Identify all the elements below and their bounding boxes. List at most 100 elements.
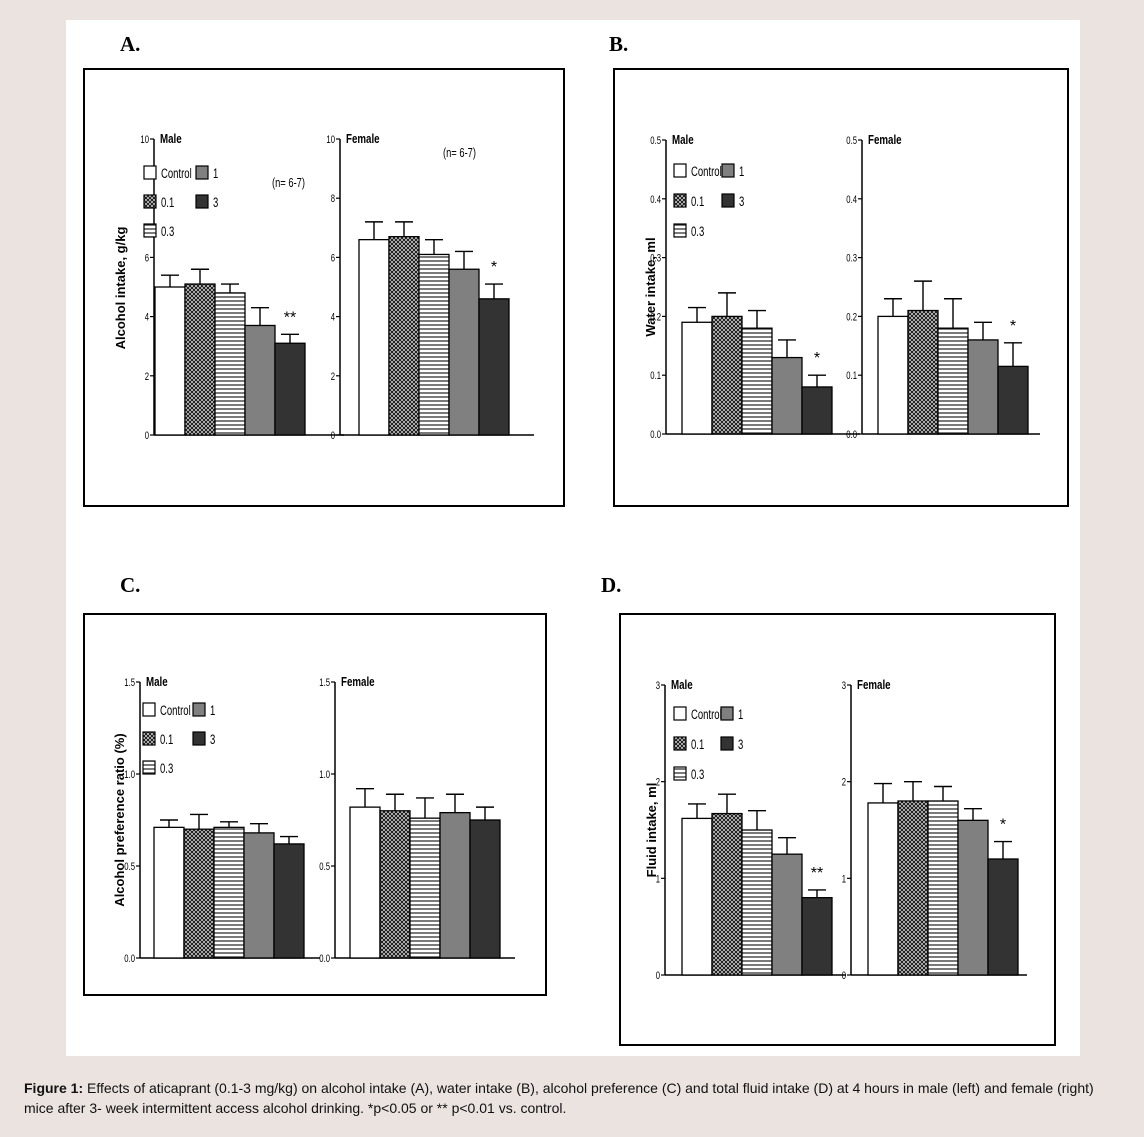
panel-a-legend-swatch-3 [195, 194, 209, 209]
panel-a-n-annotation: (n= 6-7) [443, 147, 476, 161]
panel-b-male-group-title: Male [672, 134, 694, 148]
panel-c-male-group-title: Male [146, 676, 168, 690]
panel-d-female-bar-control [867, 802, 899, 976]
panel-c-male-y-tick-label: 1.0 [124, 769, 135, 782]
panel-c-female-y-tick-label: 1.0 [319, 769, 330, 782]
panel-c-legend-label: Control [160, 702, 191, 718]
panel-b-male-y-tick-label: 0.1 [650, 370, 661, 383]
panel-b-legend-label: 1 [739, 163, 745, 179]
panel-d-female-significance-mark: * [1000, 817, 1006, 834]
panel-b-male-bar-1 [771, 356, 803, 435]
panel-label-a: A. [120, 32, 141, 56]
panel-d-female-y-tick-label: 3 [842, 680, 846, 693]
panel-a-male-bar-1 [244, 324, 276, 436]
panel-label-c: C. [120, 573, 141, 597]
panel-a-male-bar-0_1 [184, 283, 216, 436]
panel-a-male-y-tick-label: 4 [145, 311, 149, 324]
panel-a-male-bar-control [154, 286, 186, 436]
panel-a-female-y-tick-label: 0 [331, 430, 335, 443]
panel-b-legend-swatch-0_1 [673, 193, 687, 208]
panel-b-male-bar-0_3 [741, 327, 773, 435]
panel-c-male-bar-1 [243, 832, 275, 959]
panel-a-female-y-tick-label: 8 [331, 193, 335, 206]
panel-d-female-y-tick-label: 2 [842, 776, 846, 789]
panel-a-male-significance-mark: ** [284, 309, 296, 326]
panel-c-male-bar-control [153, 826, 185, 959]
panel-a-legend-swatch-0_3 [143, 223, 157, 238]
panel-b-legend-label: 3 [739, 193, 745, 209]
panel-a-legend-swatch-0_1 [143, 194, 157, 209]
panel-d-male-bar-0_1 [711, 812, 743, 976]
panel-d-male-significance-mark: ** [811, 865, 823, 882]
panel-d-legend-swatch-3 [720, 736, 734, 751]
panel-b-female-bar-0_3 [937, 327, 969, 435]
panel-c-female-y-tick-label: 0.0 [319, 953, 330, 966]
panel-b-female-y-tick-label: 0.1 [846, 370, 857, 383]
panel-b-legend-label: Control [691, 163, 722, 179]
panel-b-male-y-tick-label: 0.3 [650, 252, 661, 265]
panel-a-female-y-tick-label: 4 [331, 311, 335, 324]
panel-b-male-y-tick-label: 0.0 [650, 429, 661, 442]
panel-c-female-y-tick-label: 1.5 [319, 677, 330, 690]
panel-label-b: B. [609, 32, 629, 56]
panel-b-female-bar-0_1 [907, 309, 939, 435]
panel-d-y-axis-title: Fluid intake, ml [644, 783, 659, 878]
panel-b-legend-swatch-control [673, 163, 687, 178]
panel-d-female-group-title: Female [857, 679, 891, 693]
panel-b-male-y-tick-label: 0.5 [650, 135, 661, 148]
panel-a-female-y-tick-label: 10 [326, 134, 335, 147]
panel-d-female-y-tick-label: 1 [842, 873, 846, 886]
panel-c-y-axis-title: Alcohol preference ratio (%) [112, 733, 127, 906]
panel-label-d: D. [601, 573, 622, 597]
panel-d-legend-label: 0.1 [691, 736, 705, 752]
panel-c-legend-label: 0.3 [160, 760, 174, 776]
panel-c-legend-swatch-0_3 [142, 760, 156, 775]
panel-a-male-y-tick-label: 6 [145, 252, 149, 265]
panel-a-legend-label: Control [161, 165, 192, 181]
panel-d-legend-label: 1 [738, 706, 744, 722]
panel-c-female-bar-0_3 [409, 817, 441, 959]
panel-b-female-y-tick-label: 0.0 [846, 429, 857, 442]
figure-caption: Figure 1: Effects of aticaprant (0.1-3 m… [24, 1078, 1124, 1118]
panel-b-legend-swatch-1 [721, 163, 735, 178]
panel-b-male-bar-0_1 [711, 315, 743, 435]
panel-b-legend-label: 0.1 [691, 193, 705, 209]
panel-d-legend-label: 3 [738, 736, 744, 752]
panel-d-legend-label: Control [691, 706, 722, 722]
panel-d-legend-label: 0.3 [691, 766, 705, 782]
panel-c-male-bar-0_3 [213, 826, 245, 959]
panel-c-female-bar-0_1 [379, 810, 411, 959]
panel-d-male-bar-0_3 [741, 829, 773, 976]
panel-a-legend-label: 3 [213, 194, 219, 210]
panel-c-female-y-tick-label: 0.5 [319, 861, 330, 874]
panel-c-female-group-title: Female [341, 676, 375, 690]
panel-b-female-group-title: Female [868, 134, 902, 148]
panel-c-male-bar-0_1 [183, 828, 215, 959]
panel-b-female-bar-1 [967, 339, 999, 435]
panel-c-legend-swatch-control [142, 702, 156, 717]
panel-d-male-y-tick-label: 2 [656, 776, 660, 789]
panel-b-legend-swatch-3 [721, 193, 735, 208]
panel-c-female-bar-1 [439, 811, 471, 959]
panel-d-female-bar-0_1 [897, 800, 929, 976]
panel-a-male-y-tick-label: 0 [145, 430, 149, 443]
panel-a-legend-label: 1 [213, 165, 219, 181]
panel-d-legend-swatch-1 [720, 706, 734, 721]
panel-a-male-y-tick-label: 10 [140, 134, 149, 147]
caption-lead: Figure 1: [24, 1080, 84, 1096]
panel-a-female-bar-1 [448, 268, 480, 436]
panel-d-male-y-tick-label: 3 [656, 680, 660, 693]
panel-a-legend-swatch-1 [195, 165, 209, 180]
panel-c-female-bar-control [349, 806, 381, 959]
panel-c-legend-label: 0.1 [160, 731, 174, 747]
panel-d-male-y-tick-label: 1 [656, 873, 660, 886]
panel-a-female-y-tick-label: 6 [331, 252, 335, 265]
panel-b-female-y-tick-label: 0.4 [846, 194, 857, 207]
panel-b-legend-swatch-0_3 [673, 223, 687, 238]
panel-b-male-y-tick-label: 0.4 [650, 194, 661, 207]
panel-d-legend-swatch-control [673, 706, 687, 721]
panel-a-y-axis-title: Alcohol intake, g/kg [113, 227, 128, 350]
panel-a-legend-label: 0.1 [161, 194, 175, 210]
panel-a-legend-swatch-control [143, 165, 157, 180]
